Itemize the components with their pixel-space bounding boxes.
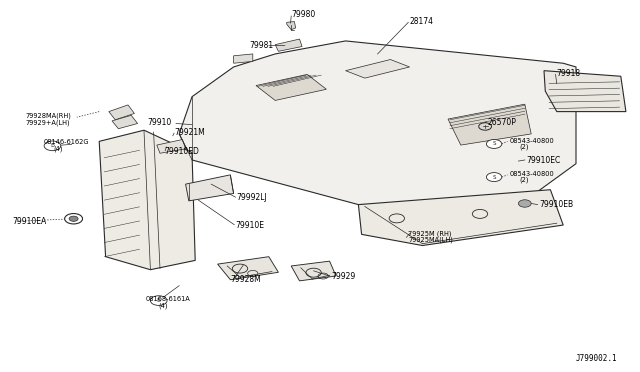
Text: (4): (4) xyxy=(53,145,63,152)
Text: 79928MA(RH): 79928MA(RH) xyxy=(26,113,72,119)
Text: 08168-6161A: 08168-6161A xyxy=(146,296,191,302)
Circle shape xyxy=(518,200,531,207)
Polygon shape xyxy=(179,41,576,208)
Polygon shape xyxy=(275,39,302,51)
Text: 79981: 79981 xyxy=(250,41,274,50)
Polygon shape xyxy=(186,175,234,201)
Text: (2): (2) xyxy=(520,143,529,150)
Text: 79929: 79929 xyxy=(331,272,355,281)
Text: S: S xyxy=(492,141,496,147)
Text: 79910ED: 79910ED xyxy=(164,147,198,156)
Polygon shape xyxy=(256,74,326,100)
Text: B: B xyxy=(157,298,161,303)
Text: S: S xyxy=(492,174,496,180)
Circle shape xyxy=(69,216,78,221)
Polygon shape xyxy=(157,140,186,153)
Text: 08543-40800: 08543-40800 xyxy=(510,138,555,144)
Text: 79925M (RH): 79925M (RH) xyxy=(408,230,452,237)
Text: 79980: 79980 xyxy=(291,10,316,19)
Text: 79925MA(LH): 79925MA(LH) xyxy=(408,237,453,243)
Polygon shape xyxy=(234,54,253,63)
Text: 79910E: 79910E xyxy=(236,221,264,230)
Text: 79992LJ: 79992LJ xyxy=(237,193,268,202)
Text: 79910EA: 79910EA xyxy=(13,217,47,226)
Text: 28174: 28174 xyxy=(410,17,434,26)
Circle shape xyxy=(44,141,61,151)
Text: 79910EB: 79910EB xyxy=(540,200,573,209)
Text: 79918: 79918 xyxy=(557,69,581,78)
Text: 08543-40800: 08543-40800 xyxy=(510,171,555,177)
Text: 79910EC: 79910EC xyxy=(526,156,561,165)
Polygon shape xyxy=(346,60,410,78)
Circle shape xyxy=(486,173,502,182)
Polygon shape xyxy=(358,190,563,246)
Polygon shape xyxy=(99,130,195,270)
Text: (4): (4) xyxy=(159,302,168,309)
Polygon shape xyxy=(544,71,626,112)
Polygon shape xyxy=(218,257,278,280)
Text: 08146-6162G: 08146-6162G xyxy=(44,140,89,145)
Text: 79928M: 79928M xyxy=(230,275,261,284)
Polygon shape xyxy=(448,104,531,145)
Polygon shape xyxy=(291,261,336,281)
Circle shape xyxy=(486,140,502,148)
Circle shape xyxy=(65,214,83,224)
Text: J799002.1: J799002.1 xyxy=(576,354,618,363)
Circle shape xyxy=(150,296,167,305)
Polygon shape xyxy=(287,22,296,30)
Text: 26570P: 26570P xyxy=(488,118,516,127)
Text: (2): (2) xyxy=(520,177,529,183)
Text: B: B xyxy=(51,143,54,148)
Polygon shape xyxy=(109,105,134,120)
Text: 79910: 79910 xyxy=(147,118,172,127)
Polygon shape xyxy=(112,115,138,129)
Text: 79929+A(LH): 79929+A(LH) xyxy=(26,119,70,126)
Text: 79921M: 79921M xyxy=(174,128,205,137)
